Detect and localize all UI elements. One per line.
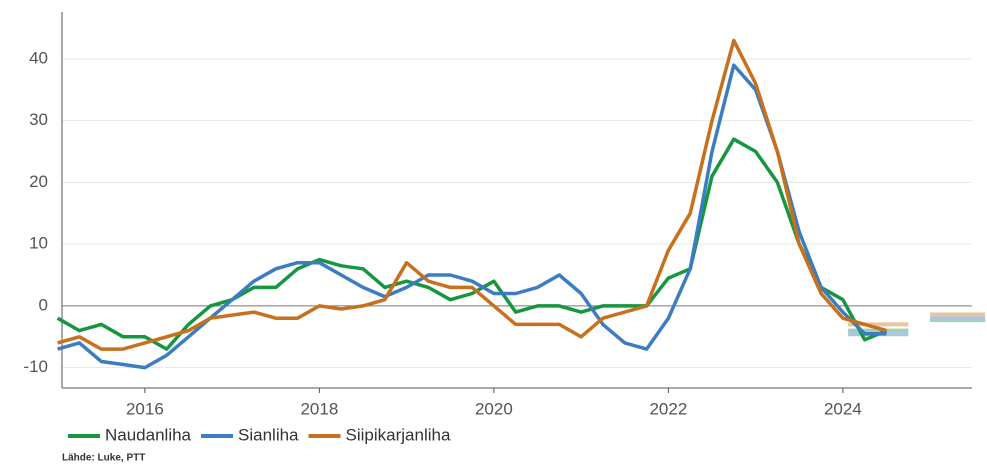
x-tick-label: 2022 [649,399,687,418]
x-tick-label: 2016 [126,399,164,418]
x-tick-label: 2020 [475,399,513,418]
series-line [57,63,887,370]
y-tick-label: 30 [29,110,48,129]
y-tick-label: 10 [29,234,48,253]
legend-label: Siipikarjanliha [346,425,451,444]
x-tick-label: 2024 [824,399,862,418]
legend-label: Sianliha [238,425,299,444]
series-line [56,137,888,351]
series-line [57,38,887,351]
y-tick-label: 0 [39,295,48,314]
x-tick-label: 2018 [300,399,338,418]
y-tick-label: -10 [23,357,48,376]
source: Lähde: Luke, PTT [62,453,145,464]
legend-label: Naudanliha [105,425,192,444]
y-tick-label: 20 [29,172,48,191]
y-tick-label: 40 [29,48,48,67]
